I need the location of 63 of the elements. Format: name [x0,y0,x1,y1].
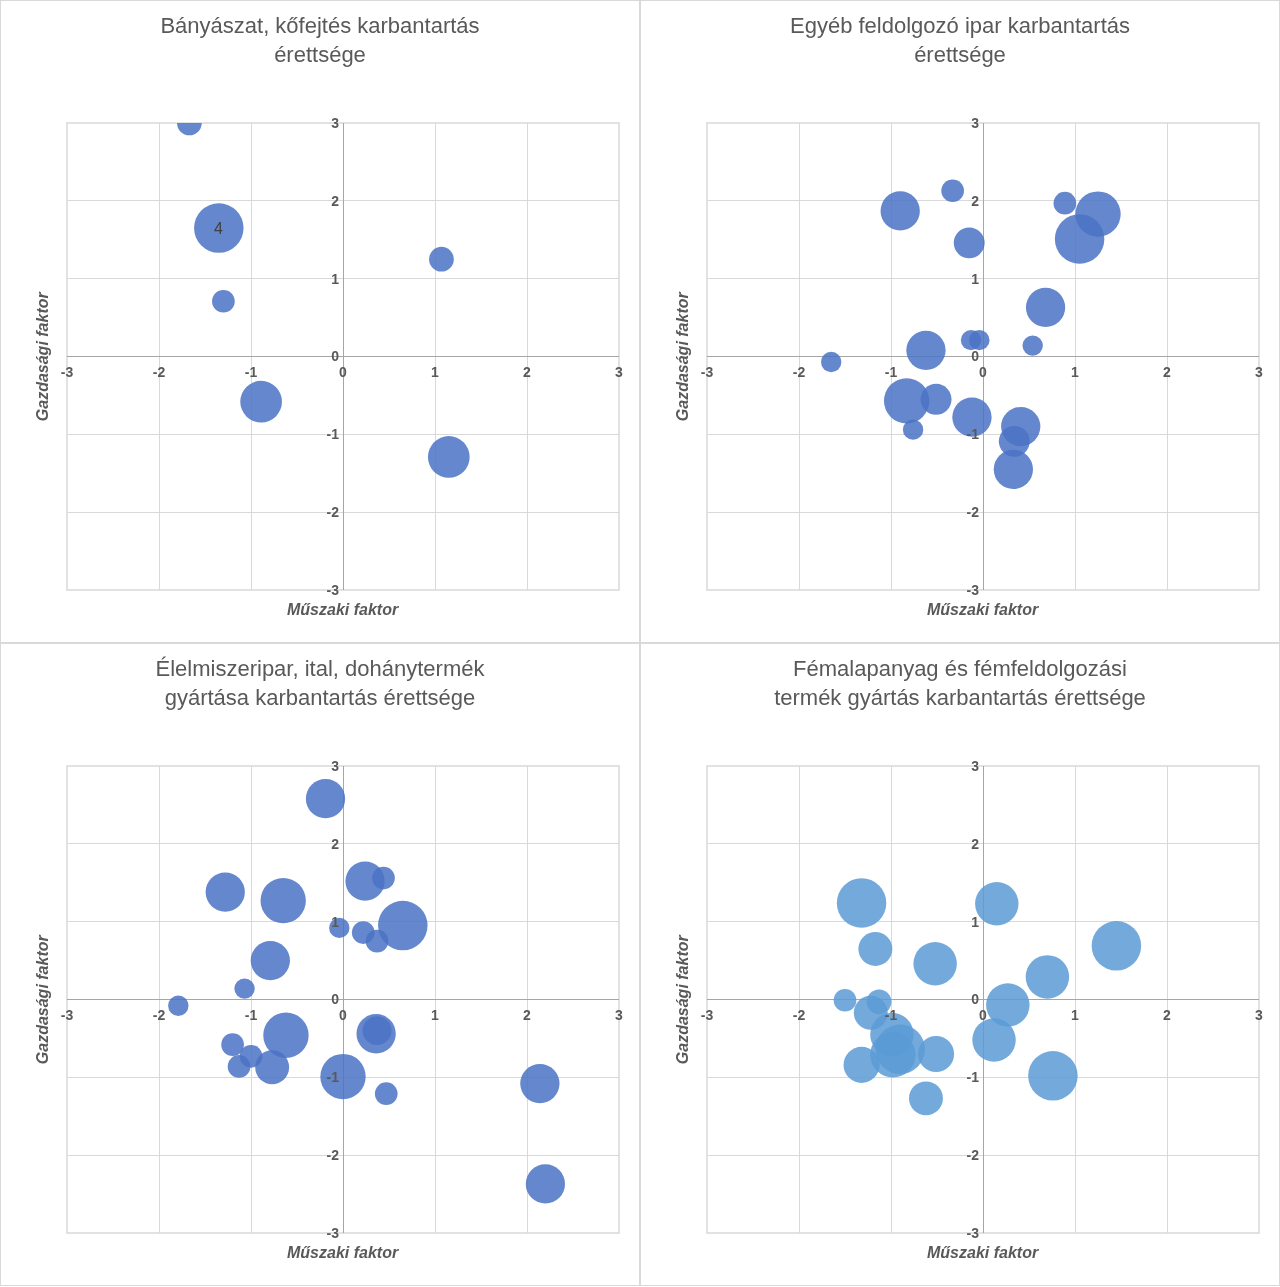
y-tick-label: -3 [966,1224,980,1241]
chart-title: Fémalapanyag és fémfeldolgozási termék gyártás karbantartás érettsége [774,656,1146,710]
x-tick-label: -2 [152,363,166,380]
x-tick-label: 1 [1071,1006,1080,1023]
y-axis-title: Gazdasági faktor [674,934,692,1065]
x-tick-label: 1 [431,1006,440,1023]
y-tick-label: 2 [331,835,340,852]
y-axis-title: Gazdasági faktor [674,291,692,422]
y-tick-label: 0 [971,348,980,365]
y-tick-label: -2 [326,504,340,521]
x-tick-label: -1 [244,363,258,380]
y-tick-label: -1 [326,426,340,443]
y-tick-label: 1 [331,270,340,287]
y-tick-label: -3 [326,581,340,598]
y-tick-label: 3 [331,114,340,131]
x-tick-label: -1 [244,1006,258,1023]
y-tick-label: -1 [966,1069,980,1086]
y-tick-label: -2 [966,504,980,521]
y-tick-label: 0 [331,991,340,1008]
y-tick-label: 1 [971,913,980,930]
x-tick-label: 3 [1255,1006,1264,1023]
x-tick-label: -3 [700,1006,714,1023]
x-tick-label: 2 [1163,363,1172,380]
y-tick-label: 0 [971,991,980,1008]
y-axis-title: Gazdasági faktor [34,934,52,1065]
annotation: 4 [214,220,223,237]
chart-title: Bányászat, kőfejtés karbantartás érettsége [160,13,480,67]
chart-title: Egyéb feldolgozó ipar karbantartás érettsége [790,13,1130,67]
x-axis-title: Műszaki faktor [927,601,1039,618]
x-axis-title: Műszaki faktor [287,601,399,618]
y-tick-label: -3 [326,1224,340,1241]
y-axis-title: Gazdasági faktor [34,291,52,422]
x-tick-label: 3 [1255,363,1264,380]
y-tick-label: 3 [331,757,340,774]
x-tick-label: 1 [1071,363,1080,380]
x-tick-label: 1 [431,363,440,380]
y-tick-label: -2 [326,1147,340,1164]
x-tick-label: 2 [523,363,532,380]
x-tick-label: -2 [792,1006,806,1023]
y-tick-label: 1 [971,270,980,287]
x-tick-label: -3 [60,1006,74,1023]
chart-title: Élelmiszeripar, ital, dohánytermék gyártása karbantartás érettsége [155,656,486,710]
x-tick-label: 2 [523,1006,532,1023]
y-tick-label: -2 [966,1147,980,1164]
y-tick-label: 2 [331,192,340,209]
y-tick-label: 2 [971,192,980,209]
y-tick-label: -1 [326,1069,340,1086]
y-tick-label: -3 [966,581,980,598]
y-tick-label: 0 [331,348,340,365]
y-tick-label: 1 [331,913,340,930]
x-tick-label: 3 [615,363,624,380]
x-axis-title: Műszaki faktor [927,1244,1039,1261]
x-axis-title: Műszaki faktor [287,1244,399,1261]
x-tick-label: -2 [152,1006,166,1023]
x-tick-label: -3 [700,363,714,380]
y-tick-label: 3 [971,114,980,131]
x-tick-label: 2 [1163,1006,1172,1023]
y-tick-label: 2 [971,835,980,852]
x-tick-label: -3 [60,363,74,380]
y-tick-label: 3 [971,757,980,774]
x-tick-label: -1 [884,363,898,380]
x-tick-label: -2 [792,363,806,380]
x-tick-label: 3 [615,1006,624,1023]
